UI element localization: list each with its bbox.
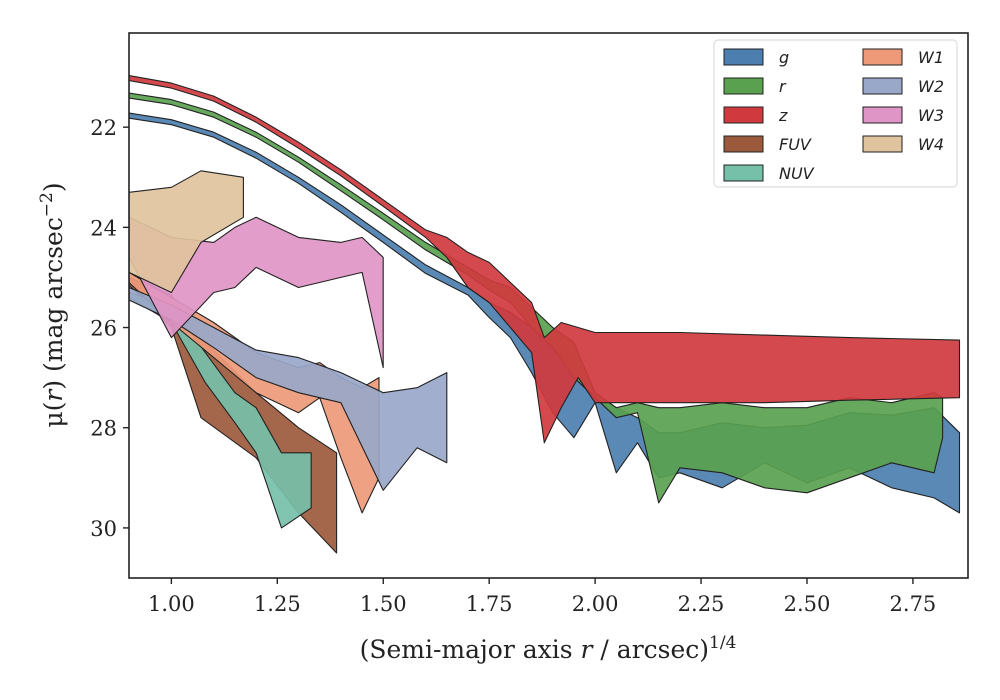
legend-label-nuv: NUV <box>779 164 815 183</box>
legend: grz FUV NUV W1 W2 W3 W4 <box>713 39 958 188</box>
legend-swatch-g <box>723 48 764 66</box>
x-tick-label: 2.00 <box>572 592 619 616</box>
plot-area <box>129 75 961 554</box>
legend-swatch-fuv <box>723 135 764 153</box>
band-w2 <box>129 286 448 491</box>
legend-swatch-r <box>723 77 764 95</box>
y-tick-label: 30 <box>90 517 117 541</box>
y-tick-label: 24 <box>90 216 117 240</box>
legend-label-w1: W1 <box>918 48 944 67</box>
band-z <box>129 75 961 444</box>
x-tick-label: 1.50 <box>360 592 407 616</box>
x-tick-label: 2.75 <box>890 592 937 616</box>
y-tick-label: 22 <box>90 116 117 140</box>
x-tick-label: 1.25 <box>254 592 301 616</box>
axes: 1.00 1.25 1.50 1.75 2.00 2.25 2.50 2.75 22 24 26 28… <box>90 32 969 616</box>
x-tick-label: 1.00 <box>148 592 195 616</box>
x-tick-label: 2.50 <box>784 592 831 616</box>
legend-swatch-z <box>723 106 764 124</box>
plot-frame <box>128 32 969 579</box>
legend-label-w4: W4 <box>918 135 944 154</box>
legend-swatch-w1 <box>862 48 903 66</box>
legend-label-z: z <box>778 106 788 125</box>
legend-label-r: r <box>779 77 787 96</box>
band-w4 <box>129 170 244 294</box>
legend-swatch-w3 <box>862 106 903 124</box>
y-axis-label: μ(r) (mag arcsec−2) <box>37 182 68 427</box>
band-nuv <box>129 291 312 529</box>
x-axis-label: (Semi-major axis r / arcsec)1/4 <box>360 633 737 664</box>
legend-swatch-w4 <box>862 135 903 153</box>
legend-label-g: g <box>779 48 789 67</box>
legend-label-fuv: FUV <box>779 135 812 154</box>
y-tick-label: 28 <box>90 417 117 441</box>
legend-swatch-w2 <box>862 77 903 95</box>
y-tick-label: 26 <box>90 317 117 341</box>
x-tick-label: 1.75 <box>466 592 513 616</box>
legend-swatch-nuv <box>723 164 764 182</box>
legend-label-w2: W2 <box>918 77 944 96</box>
x-tick-label: 2.25 <box>678 592 725 616</box>
legend-label-w3: W3 <box>918 106 944 125</box>
